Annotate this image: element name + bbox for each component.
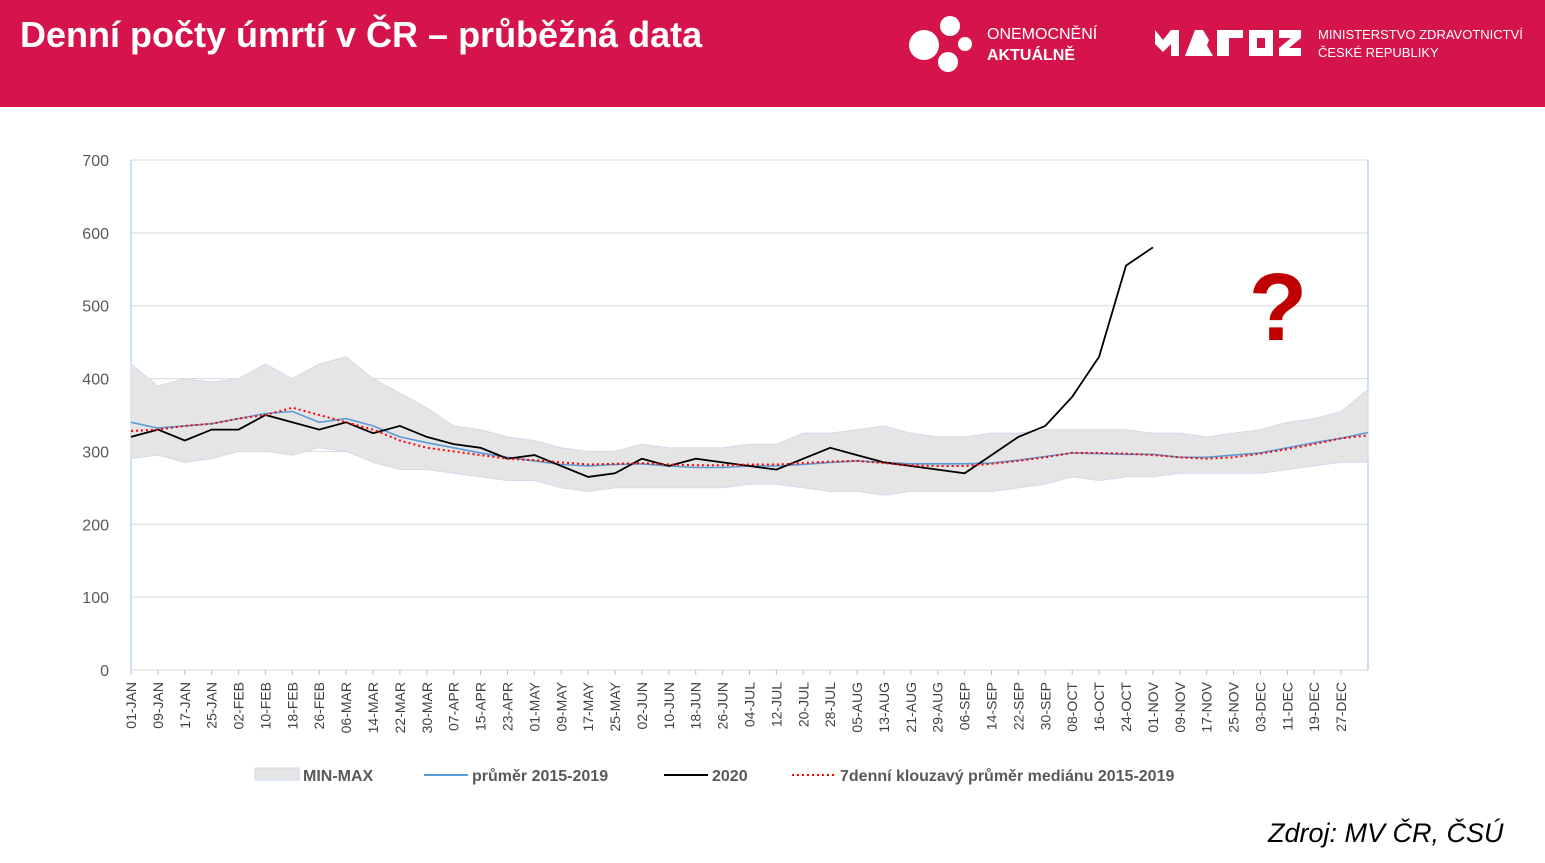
legend-swatch-min-max xyxy=(254,767,300,781)
x-tick-label: 04-JUL xyxy=(742,682,758,727)
x-tick-label: 16-OCT xyxy=(1091,682,1107,732)
y-tick-label: 600 xyxy=(82,226,109,243)
x-tick-label: 28-JUL xyxy=(822,682,838,727)
x-tick-label: 09-JAN xyxy=(150,682,166,729)
x-tick-label: 13-AUG xyxy=(876,682,892,733)
question-mark-annotation: ? xyxy=(1249,254,1308,361)
x-tick-label: 09-MAY xyxy=(553,681,569,731)
logo1-text: ONEMOCNĚNÍ AKTUÁLNĚ xyxy=(987,24,1097,66)
x-tick-label: 24-OCT xyxy=(1118,682,1134,732)
mzcr-logo-icon xyxy=(1155,30,1301,56)
series-line-2 xyxy=(130,246,1154,478)
logo1-line1: ONEMOCNĚNÍ xyxy=(987,26,1098,43)
y-tick-label: 500 xyxy=(82,299,109,316)
x-tick-label: 18-FEB xyxy=(284,682,300,729)
x-tick-label: 05-AUG xyxy=(849,682,865,733)
x-tick-label: 17-JAN xyxy=(177,682,193,729)
x-tick-label: 15-APR xyxy=(473,682,489,731)
y-tick-label: 0 xyxy=(100,663,109,680)
x-tick-label: 20-JUL xyxy=(795,682,811,727)
x-tick-label: 25-JAN xyxy=(204,682,220,729)
x-tick-label: 25-MAY xyxy=(607,681,623,731)
y-tick-label: 300 xyxy=(82,444,109,461)
deaths-line-chart: 0 100 200 300 400 500 600 700 01-JAN 09-JAN 17-JA… xyxy=(82,153,1369,785)
legend-label-3: 7denní klouzavý průměr mediánu 2015-2019 xyxy=(840,768,1174,785)
x-tick-label: 25-NOV xyxy=(1226,681,1242,732)
x-tick-label: 01-NOV xyxy=(1145,681,1161,732)
header-banner: Denní počty úmrtí v ČR – průběžná data O… xyxy=(0,0,1545,107)
chart-legend: MIN-MAX průměr 2015-2019 2020 7denní klouza… xyxy=(254,767,1174,785)
x-tick-label: 03-DEC xyxy=(1252,682,1268,732)
x-tick-label: 26-FEB xyxy=(311,682,327,729)
x-tick-label: 18-JUN xyxy=(688,682,704,729)
legend-label-0: MIN-MAX xyxy=(303,768,374,785)
x-tick-label: 01-MAY xyxy=(526,681,542,731)
x-axis-ticks: 01-JAN 09-JAN 17-JAN 25-JAN 02-FEB 10-FEB 18-F… xyxy=(123,670,1349,733)
x-tick-label: 30-MAR xyxy=(419,682,435,733)
min-max-band xyxy=(130,356,1369,496)
x-tick-label: 23-APR xyxy=(499,682,515,731)
x-tick-label: 09-NOV xyxy=(1172,681,1188,732)
series-line-3 xyxy=(130,406,1369,467)
x-tick-label: 21-AUG xyxy=(903,682,919,733)
y-tick-label: 400 xyxy=(82,372,109,389)
series-lines xyxy=(130,246,1369,478)
logo2-text: MINISTERSTVO ZDRAVOTNICTVÍ ČESKÉ REPUBLI… xyxy=(1318,26,1523,62)
x-tick-label: 06-SEP xyxy=(957,682,973,730)
x-tick-label: 17-NOV xyxy=(1199,681,1215,732)
x-tick-label: 12-JUL xyxy=(768,682,784,727)
x-tick-label: 11-DEC xyxy=(1279,682,1295,731)
x-tick-label: 27-DEC xyxy=(1333,682,1349,732)
x-tick-label: 08-OCT xyxy=(1064,682,1080,732)
x-tick-label: 10-FEB xyxy=(257,682,273,729)
page-title: Denní počty úmrtí v ČR – průběžná data xyxy=(20,14,703,55)
series-min-max-area xyxy=(130,356,1369,496)
y-tick-label: 700 xyxy=(82,153,109,170)
legend-label-2: 2020 xyxy=(712,768,748,785)
x-tick-label: 30-SEP xyxy=(1037,682,1053,730)
y-tick-label: 100 xyxy=(82,590,109,607)
x-tick-label: 07-APR xyxy=(446,682,462,731)
logo2-line1: MINISTERSTVO ZDRAVOTNICTVÍ xyxy=(1318,27,1523,42)
x-tick-label: 17-MAY xyxy=(580,681,596,731)
x-tick-label: 10-JUN xyxy=(661,682,677,729)
source-note: Zdroj: MV ČR, ČSÚ xyxy=(1268,818,1504,848)
x-tick-label: 26-JUN xyxy=(715,682,731,729)
x-tick-label: 06-MAR xyxy=(338,682,354,733)
x-tick-label: 22-SEP xyxy=(1010,682,1026,730)
x-tick-label: 02-JUN xyxy=(634,682,650,729)
y-tick-label: 200 xyxy=(82,517,109,534)
x-tick-label: 14-MAR xyxy=(365,682,381,733)
dots-logo-icon xyxy=(909,16,972,72)
legend-label-1: průměr 2015-2019 xyxy=(472,768,608,785)
y-axis-ticks: 0 100 200 300 400 500 600 700 xyxy=(82,153,109,680)
x-tick-label: 14-SEP xyxy=(984,682,1000,730)
x-tick-label: 01-JAN xyxy=(123,682,139,729)
logo2-line2: ČESKÉ REPUBLIKY xyxy=(1318,45,1439,60)
x-tick-label: 02-FEB xyxy=(231,682,247,729)
x-tick-label: 19-DEC xyxy=(1306,682,1322,732)
x-tick-label: 29-AUG xyxy=(930,682,946,733)
x-tick-label: 22-MAR xyxy=(392,682,408,733)
logo1-line2: AKTUÁLNĚ xyxy=(987,47,1075,64)
